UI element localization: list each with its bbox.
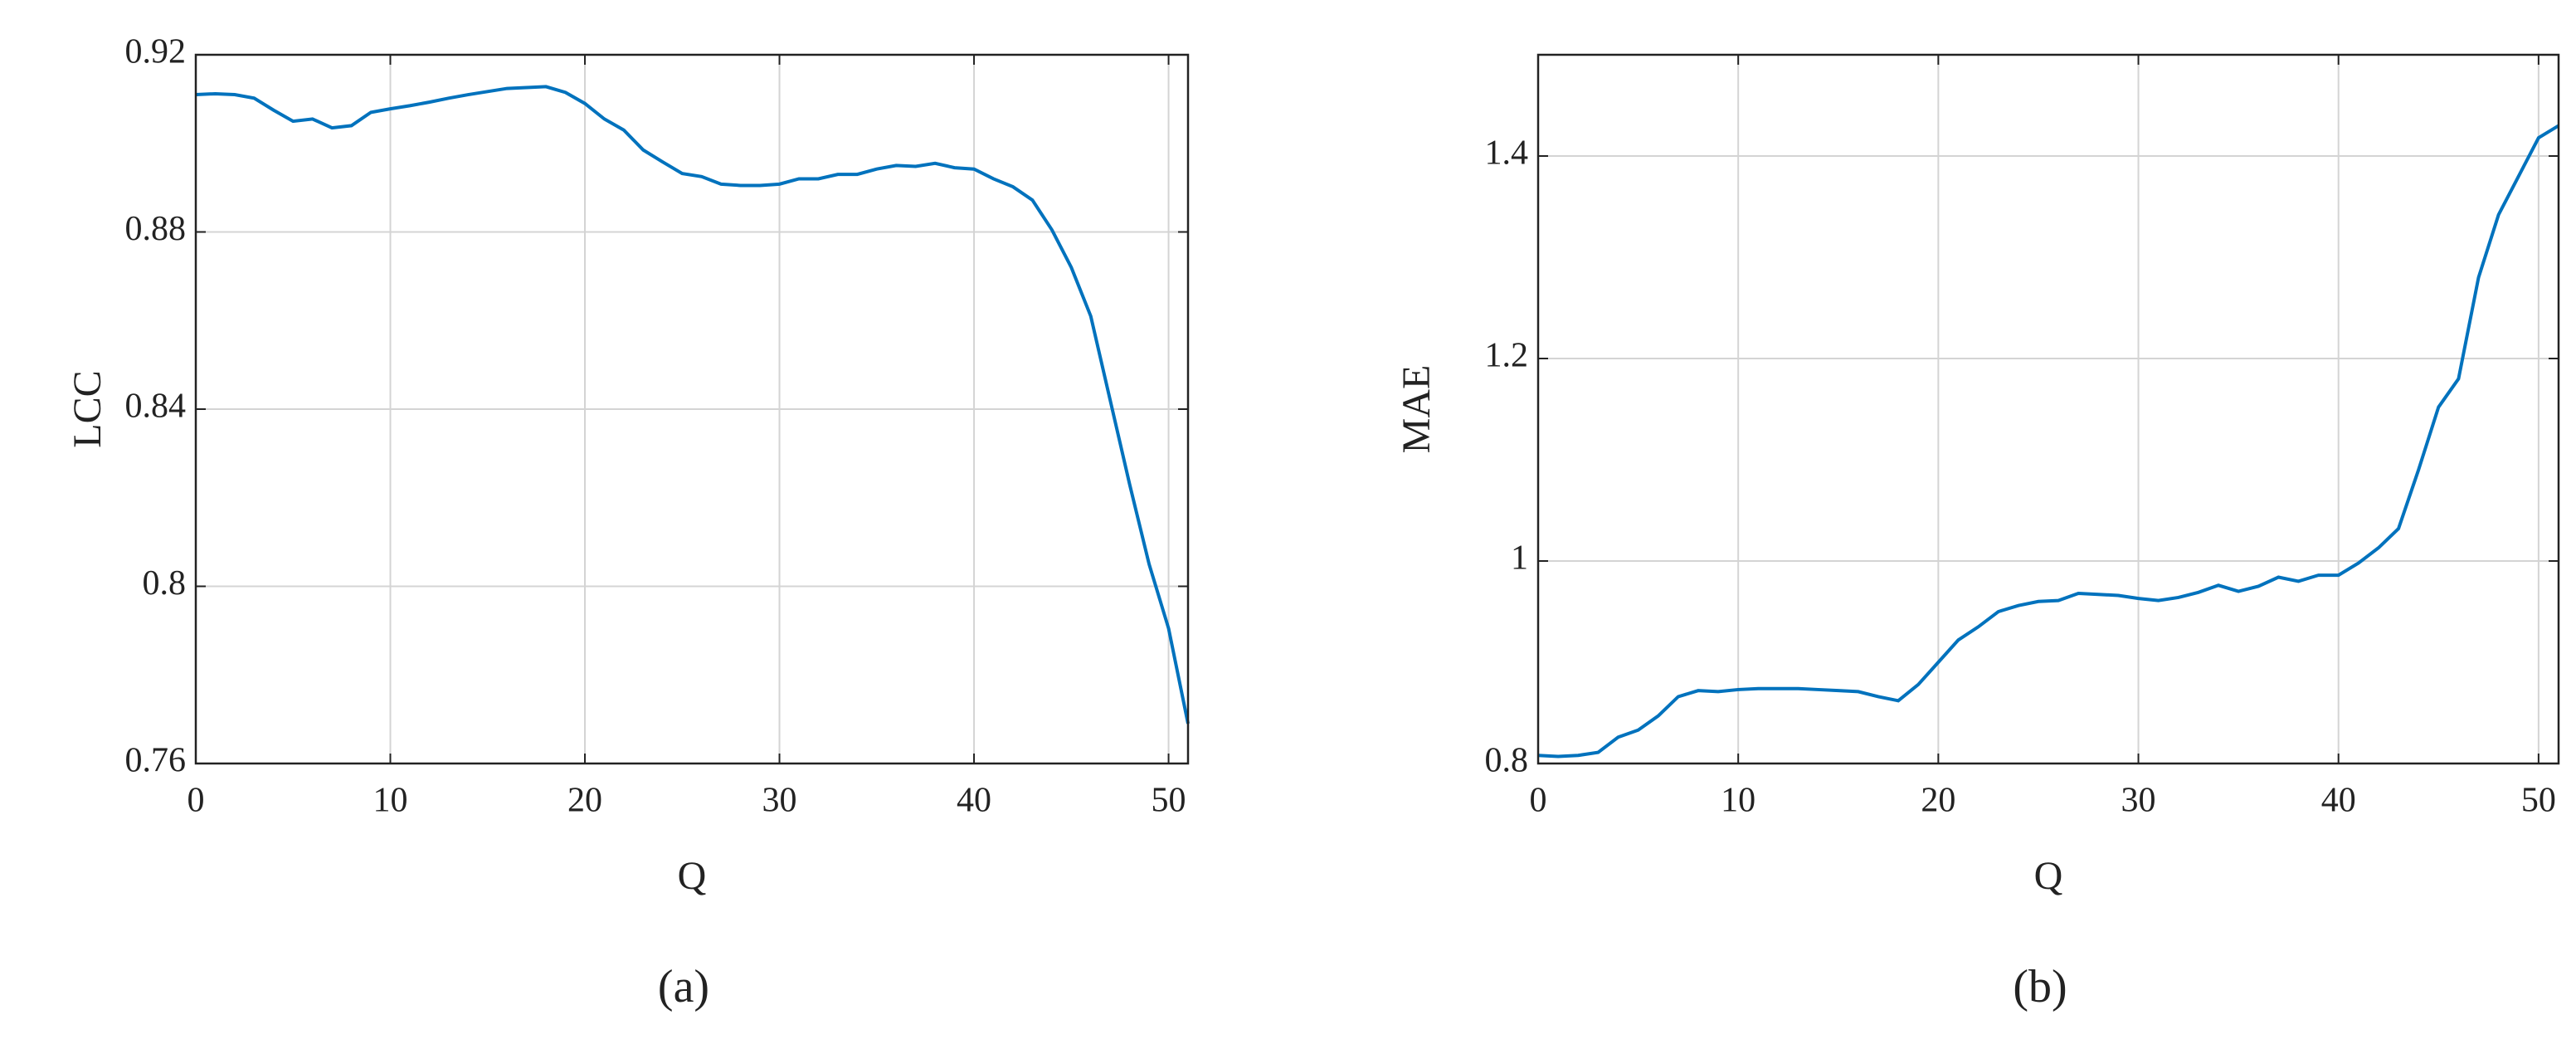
y-tick-label: 0.92: [125, 33, 187, 71]
x-axis-label: Q: [678, 854, 707, 898]
y-axis-label: MAE: [1395, 365, 1439, 454]
x-tick-label: 50: [1152, 782, 1186, 820]
x-tick-label: 30: [2121, 782, 2156, 820]
x-axis-label: Q: [2034, 854, 2063, 898]
axes-box: [1536, 53, 2560, 765]
x-tick-label: 10: [373, 782, 408, 820]
y-tick-label: 0.8: [143, 564, 187, 602]
panel-caption: (a): [658, 961, 709, 1012]
y-tick-label: 1.4: [1485, 134, 1529, 173]
x-tick-label: 50: [2521, 782, 2556, 820]
x-tick-label: 20: [567, 782, 602, 820]
x-tick-label: 10: [1721, 782, 1755, 820]
y-tick-label: 1.2: [1485, 337, 1529, 375]
y-tick-label: 0.8: [1485, 742, 1529, 780]
x-tick-label: 0: [187, 782, 205, 820]
axes-box: [194, 53, 1190, 765]
y-tick-label: 0.84: [125, 388, 187, 426]
x-tick-label: 30: [762, 782, 797, 820]
y-tick-label: 0.76: [125, 742, 187, 780]
x-tick-label: 20: [1921, 782, 1955, 820]
y-axis-label: LCC: [66, 370, 110, 447]
y-tick-label: 0.88: [125, 210, 187, 248]
x-tick-label: 40: [957, 782, 991, 820]
x-tick-label: 0: [1530, 782, 1547, 820]
y-tick-label: 1: [1511, 539, 1528, 578]
data-line: [195, 85, 1190, 724]
x-tick-label: 40: [2321, 782, 2356, 820]
panel-caption: (b): [2013, 961, 2067, 1012]
data-line: [1537, 124, 2560, 759]
